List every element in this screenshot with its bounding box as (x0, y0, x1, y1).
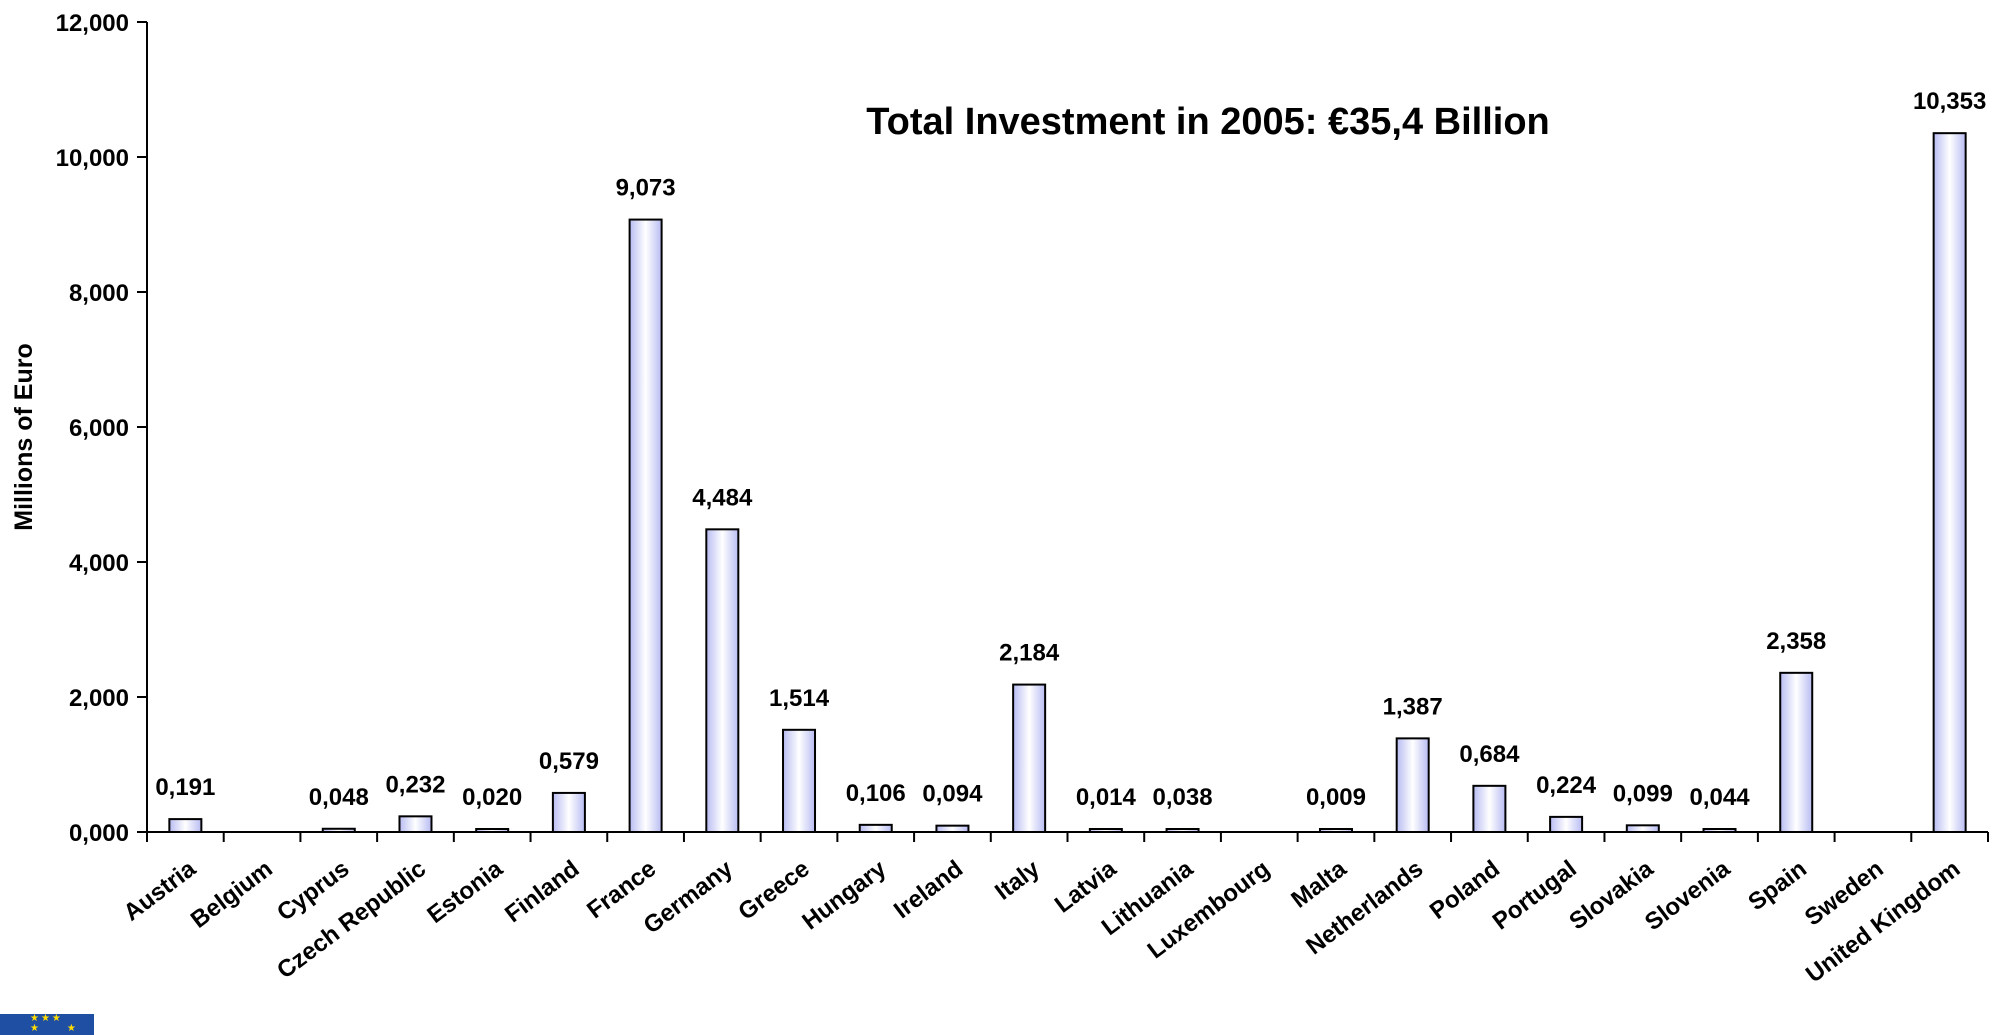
bar-cyprus (321, 827, 356, 834)
data-label: 0,579 (539, 748, 599, 775)
y-tick-label: 12,000 (56, 10, 129, 37)
data-label: 0,009 (1306, 784, 1366, 811)
bar-malta (1318, 828, 1353, 833)
bar-united-kingdom (1932, 132, 1967, 834)
eu-stars-icon: ★★★ ★ ★ (30, 1014, 78, 1034)
data-label: 0,224 (1536, 772, 1597, 799)
x-tick-label: Estonia (422, 855, 508, 929)
bar-ireland (935, 824, 970, 834)
bar-estonia (475, 828, 510, 833)
data-label: 10,353 (1913, 88, 1986, 115)
bar-slovakia (1625, 824, 1660, 834)
x-tick-label: Hungary (797, 855, 892, 936)
y-tick-label: 4,000 (69, 550, 129, 577)
data-labels: 0,191 0,048 0,232 0,020 0,579 9,073 4,484 1,514… (155, 88, 1986, 811)
data-label: 1,514 (769, 685, 830, 712)
bars (168, 132, 1967, 834)
x-tick-label: Portugal (1488, 855, 1582, 935)
y-tick-label: 8,000 (69, 280, 129, 307)
x-tick-label: Slovakia (1564, 855, 1659, 936)
data-label: 0,048 (309, 784, 369, 811)
bar-slovenia (1702, 828, 1737, 833)
bar-netherlands (1395, 737, 1430, 833)
data-label: 2,184 (999, 640, 1060, 667)
bar-lithuania (1165, 828, 1200, 833)
data-label: 0,044 (1689, 784, 1750, 811)
x-tick-label: Finland (500, 855, 584, 928)
bar-hungary (858, 823, 893, 833)
bar-finland (551, 791, 586, 833)
data-label: 2,358 (1766, 628, 1826, 655)
data-label: 0,684 (1459, 741, 1520, 768)
data-label: 0,020 (462, 784, 522, 811)
data-label: 0,232 (385, 771, 445, 798)
x-tick-label: Ireland (889, 855, 968, 924)
bar-czech-republic (398, 815, 433, 834)
axes (137, 21, 1989, 842)
y-tick-labels: 0,000 2,000 4,000 6,000 8,000 10,000 12,000 (56, 10, 129, 847)
x-tick-label: Malta (1286, 855, 1352, 914)
data-label: 0,191 (155, 774, 215, 801)
y-tick-label: 2,000 (69, 685, 129, 712)
x-tick-label: Italy (990, 855, 1045, 906)
total-investment-annotation: Total Investment in 2005: €35,4 Billion (866, 101, 1550, 143)
y-tick-label: 6,000 (69, 415, 129, 442)
eu-flag-icon: ★★★ ★ ★ (0, 1014, 94, 1035)
data-label: 4,484 (692, 484, 753, 511)
y-tick-label: 10,000 (56, 145, 129, 172)
y-axis-label: Millions of Euro (10, 343, 38, 531)
data-label: 1,387 (1383, 693, 1443, 720)
bar-portugal (1549, 815, 1584, 834)
data-label: 9,073 (616, 175, 676, 202)
bar-france (628, 218, 663, 833)
bar-greece (782, 728, 817, 833)
data-label: 0,014 (1076, 784, 1137, 811)
x-tick-label: Belgium (186, 855, 278, 934)
data-label: 0,094 (922, 781, 983, 808)
x-tick-label: Slovenia (1640, 855, 1736, 936)
bar-poland (1472, 784, 1507, 834)
data-label: 0,106 (846, 780, 906, 807)
data-label: 0,099 (1613, 780, 1673, 807)
bar-spain (1779, 671, 1814, 834)
y-tick-label: 0,000 (69, 820, 129, 847)
bar-italy (1012, 683, 1047, 834)
x-tick-label: Spain (1743, 855, 1811, 916)
data-label: 0,038 (1153, 784, 1213, 811)
bar-austria (168, 818, 203, 833)
bar-germany (705, 528, 740, 834)
bar-latvia (1088, 828, 1123, 833)
